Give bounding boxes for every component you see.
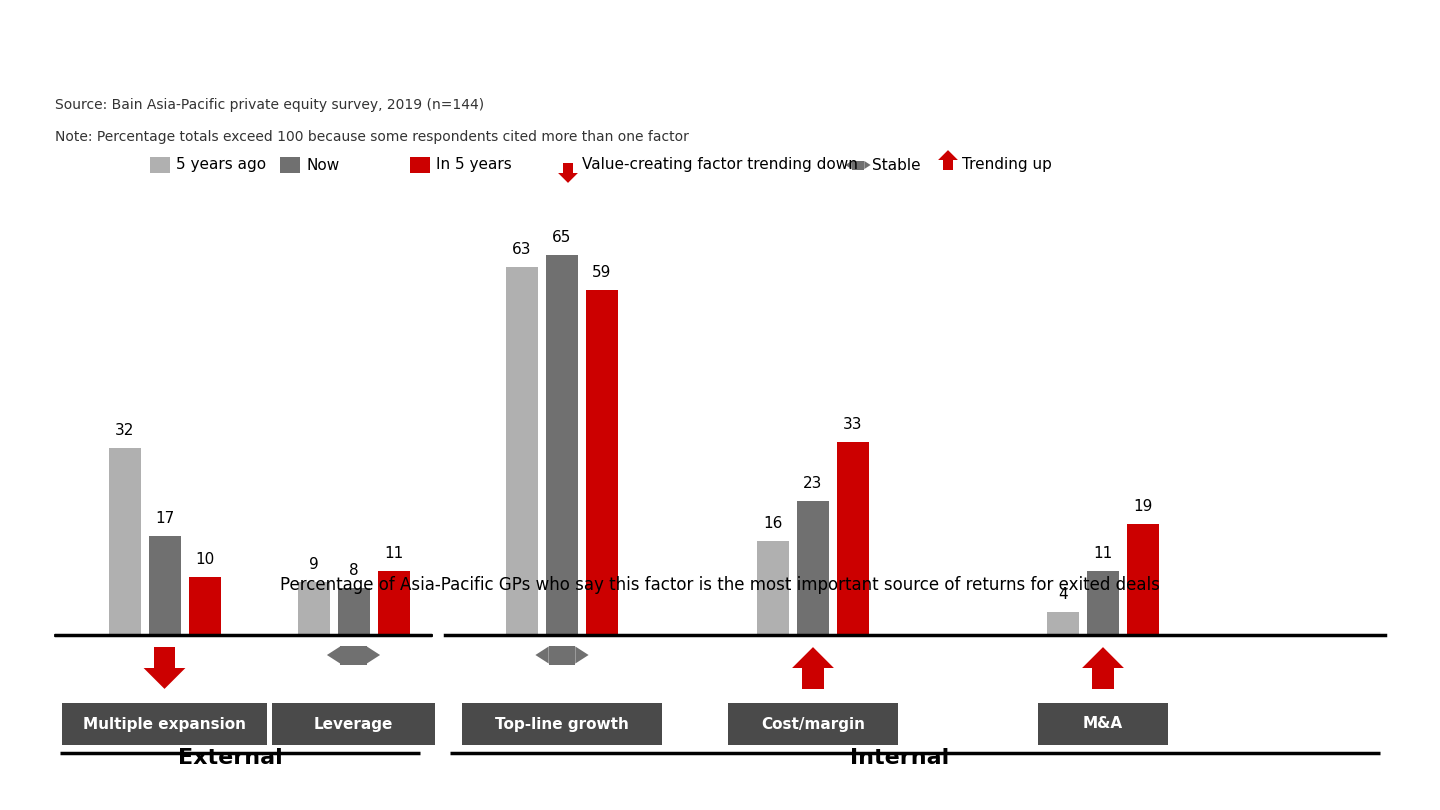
Text: 23: 23 — [804, 475, 822, 491]
Text: External: External — [177, 748, 282, 768]
Polygon shape — [327, 646, 340, 663]
Bar — [1128, 524, 1159, 635]
FancyBboxPatch shape — [462, 703, 662, 745]
Text: 8: 8 — [348, 563, 359, 578]
Polygon shape — [802, 668, 824, 688]
Bar — [1087, 571, 1119, 635]
Polygon shape — [864, 161, 871, 169]
Text: Internal: Internal — [851, 748, 949, 768]
Text: 65: 65 — [553, 230, 572, 245]
Polygon shape — [367, 646, 380, 663]
Text: 63: 63 — [513, 241, 531, 257]
Text: 59: 59 — [592, 265, 612, 280]
Text: 9: 9 — [308, 557, 318, 573]
Text: Top-line growth: Top-line growth — [495, 717, 629, 731]
Text: 19: 19 — [1133, 499, 1152, 514]
Polygon shape — [792, 647, 834, 668]
FancyBboxPatch shape — [272, 703, 435, 745]
Text: 17: 17 — [156, 510, 174, 526]
Bar — [337, 588, 370, 635]
Polygon shape — [845, 161, 851, 169]
Text: Percentage of Asia-Pacific GPs who say this factor is the most important source : Percentage of Asia-Pacific GPs who say t… — [279, 576, 1161, 594]
Bar — [505, 266, 539, 635]
Text: 11: 11 — [384, 546, 403, 561]
Bar — [108, 448, 141, 635]
Text: 11: 11 — [1093, 546, 1113, 561]
Text: M&A: M&A — [1083, 717, 1123, 731]
Text: 10: 10 — [194, 552, 215, 566]
Bar — [1047, 612, 1079, 635]
Bar — [837, 442, 868, 635]
Polygon shape — [576, 646, 589, 663]
Polygon shape — [851, 160, 864, 169]
Bar — [757, 541, 789, 635]
Text: 32: 32 — [115, 423, 134, 438]
Polygon shape — [154, 647, 176, 668]
Bar — [546, 255, 577, 635]
FancyBboxPatch shape — [1038, 703, 1168, 745]
Text: In 5 years: In 5 years — [436, 157, 511, 173]
Bar — [279, 157, 300, 173]
Polygon shape — [144, 668, 186, 688]
Bar — [150, 157, 170, 173]
Polygon shape — [549, 646, 576, 664]
Polygon shape — [937, 150, 958, 160]
Text: Value-creating factor trending down: Value-creating factor trending down — [582, 157, 858, 173]
Text: Multiple expansion: Multiple expansion — [84, 717, 246, 731]
Polygon shape — [1081, 647, 1123, 668]
Text: 4: 4 — [1058, 586, 1068, 602]
Polygon shape — [563, 163, 573, 173]
Bar — [377, 571, 409, 635]
Text: 33: 33 — [844, 417, 863, 432]
Polygon shape — [943, 160, 953, 170]
Text: Trending up: Trending up — [962, 157, 1051, 173]
Bar — [189, 577, 220, 635]
Bar — [298, 582, 330, 635]
Bar — [148, 535, 180, 635]
Text: 5 years ago: 5 years ago — [176, 157, 266, 173]
Text: Now: Now — [305, 157, 340, 173]
FancyBboxPatch shape — [62, 703, 266, 745]
Bar — [796, 501, 829, 635]
Text: Leverage: Leverage — [314, 717, 393, 731]
Text: Source: Bain Asia-Pacific private equity survey, 2019 (n=144): Source: Bain Asia-Pacific private equity… — [55, 98, 484, 112]
Polygon shape — [559, 173, 577, 183]
Polygon shape — [536, 646, 549, 663]
Text: Stable: Stable — [873, 157, 920, 173]
FancyBboxPatch shape — [729, 703, 899, 745]
Text: 16: 16 — [763, 517, 783, 531]
Polygon shape — [1093, 668, 1113, 688]
Bar — [586, 290, 618, 635]
Text: Cost/margin: Cost/margin — [760, 717, 865, 731]
Text: Note: Percentage totals exceed 100 because some respondents cited more than one : Note: Percentage totals exceed 100 becau… — [55, 130, 688, 144]
Polygon shape — [340, 646, 367, 664]
Bar — [410, 157, 431, 173]
